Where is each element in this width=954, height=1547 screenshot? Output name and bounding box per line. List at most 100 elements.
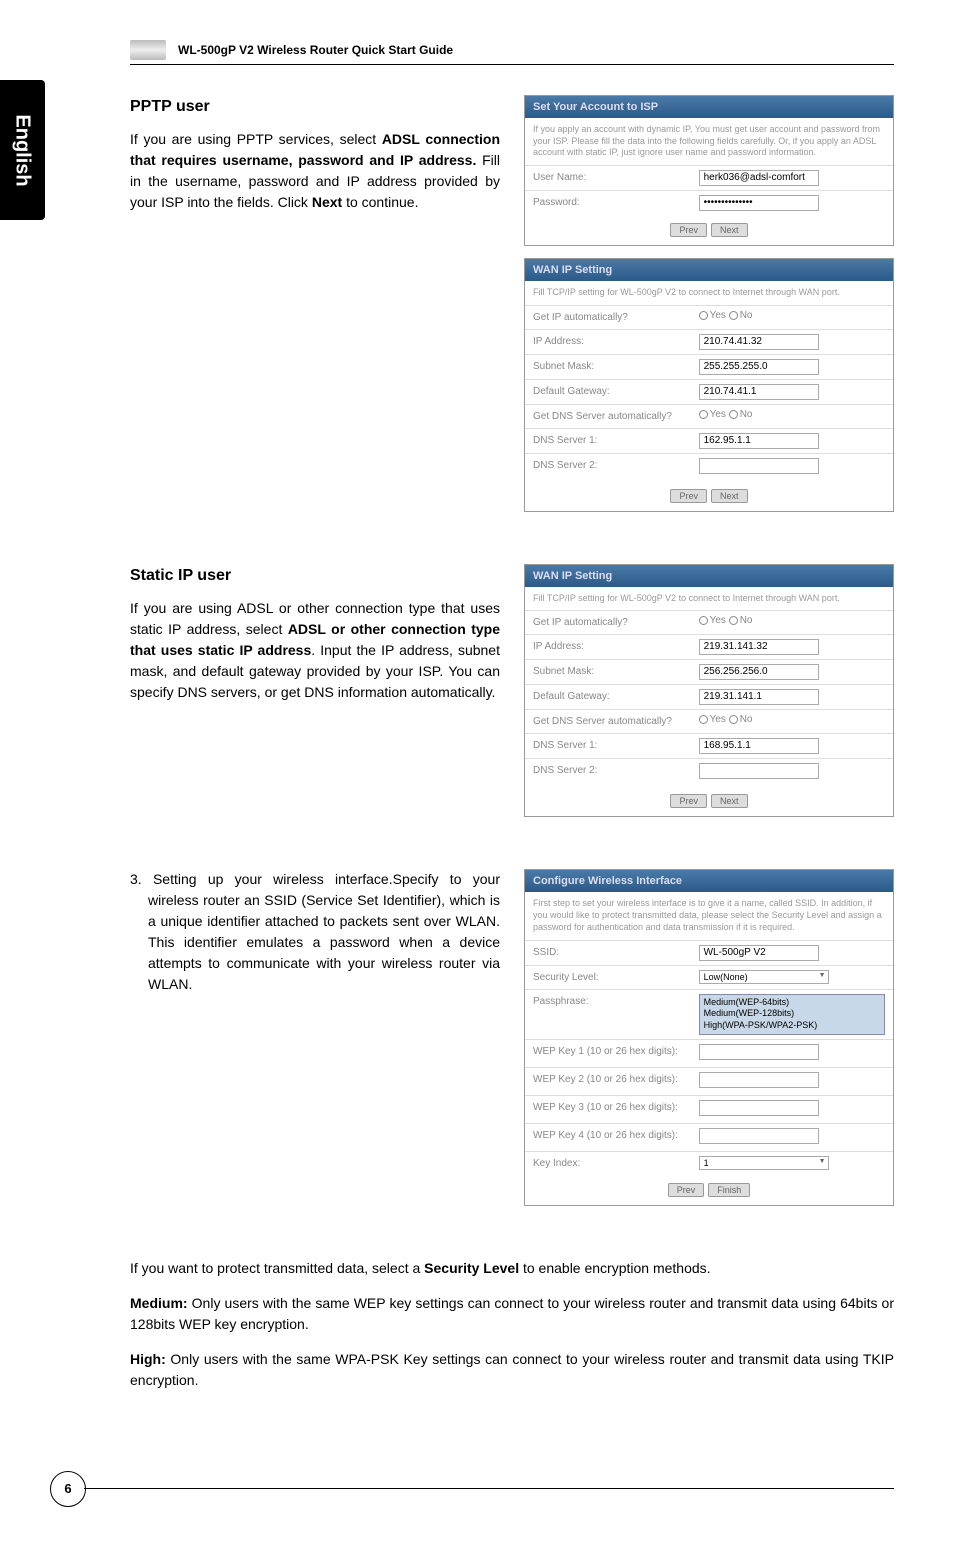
panel-row: DNS Server 2:	[525, 758, 893, 786]
account-panel: Set Your Account to ISP If you apply an …	[524, 95, 894, 246]
text-input[interactable]: ••••••••••••••	[699, 195, 819, 211]
row-label: Get DNS Server automatically?	[525, 405, 691, 428]
prev-button[interactable]: Prev	[670, 489, 707, 503]
radio-option[interactable]: Yes	[699, 714, 729, 725]
text-input[interactable]	[699, 1128, 819, 1144]
panel-row: WEP Key 4 (10 or 26 hex digits):	[525, 1123, 893, 1151]
wan1-panel-note: Fill TCP/IP setting for WL-500gP V2 to c…	[525, 281, 893, 305]
row-label: Default Gateway:	[525, 380, 691, 404]
static-heading: Static IP user	[130, 564, 500, 588]
row-value	[691, 454, 893, 481]
panel-row: WEP Key 3 (10 or 26 hex digits):	[525, 1095, 893, 1123]
text-input[interactable]	[699, 1044, 819, 1060]
language-label: English	[11, 114, 34, 186]
row-label: Security Level:	[525, 966, 691, 989]
select-input[interactable]: Low(None)	[699, 970, 829, 984]
radio-option[interactable]: No	[729, 310, 753, 321]
panel-row: Get IP automatically? Yes No	[525, 610, 893, 634]
row-label: Get IP automatically?	[525, 611, 691, 634]
wireless-panel: Configure Wireless Interface First step …	[524, 869, 894, 1205]
logo-icon	[130, 40, 166, 60]
text-input[interactable]: 256.256.256.0	[699, 664, 819, 680]
wan2-footer: Prev Next	[525, 786, 893, 816]
row-value: ••••••••••••••	[691, 191, 893, 215]
radio-option[interactable]: Yes	[699, 310, 729, 321]
wan1-rows: Get IP automatically?Yes No IP Address: 2…	[525, 305, 893, 481]
text-input[interactable]	[699, 458, 819, 474]
guide-title: WL-500gP V2 Wireless Router Quick Start …	[178, 43, 453, 57]
row-value: Low(None)	[691, 966, 893, 989]
prev-button[interactable]: Prev	[670, 223, 707, 237]
panel-row: WEP Key 2 (10 or 26 hex digits):	[525, 1067, 893, 1095]
text-input[interactable]: 219.31.141.1	[699, 689, 819, 705]
text-input[interactable]	[699, 1072, 819, 1088]
panel-row: Get IP automatically?Yes No	[525, 305, 893, 329]
row-label: Passphrase:	[525, 990, 691, 1039]
next-button[interactable]: Next	[711, 794, 748, 808]
row-value	[691, 1124, 893, 1151]
wan2-panel: WAN IP Setting Fill TCP/IP setting for W…	[524, 564, 894, 818]
select-input[interactable]: 1	[699, 1156, 829, 1170]
text-input[interactable]: 168.95.1.1	[699, 738, 819, 754]
row-label: Key Index:	[525, 1152, 691, 1175]
text-input[interactable]: 162.95.1.1	[699, 433, 819, 449]
text-input[interactable]: 255.255.255.0	[699, 359, 819, 375]
row-value: 168.95.1.1	[691, 734, 893, 758]
radio-option[interactable]: Yes	[699, 409, 729, 420]
wan1-panel: WAN IP Setting Fill TCP/IP setting for W…	[524, 258, 894, 512]
dropdown-options[interactable]: Medium(WEP-64bits) Medium(WEP-128bits) H…	[699, 994, 885, 1035]
row-label: User Name:	[525, 166, 691, 190]
row-value: 219.31.141.32	[691, 635, 893, 659]
pptp-heading: PPTP user	[130, 95, 500, 119]
radio-option[interactable]: No	[729, 714, 753, 725]
row-value: WL-500gP V2	[691, 941, 893, 965]
panel-row: Subnet Mask: 255.255.255.0	[525, 354, 893, 379]
pptp-body: If you are using PPTP services, select A…	[130, 129, 500, 213]
text-input[interactable]: 219.31.141.32	[699, 639, 819, 655]
row-value: Yes No	[691, 405, 893, 428]
radio-option[interactable]: No	[729, 615, 753, 626]
row-value: herk036@adsl-comfort	[691, 166, 893, 190]
finish-button[interactable]: Finish	[708, 1183, 750, 1197]
panel-row: Subnet Mask:256.256.256.0	[525, 659, 893, 684]
row-value: Medium(WEP-64bits) Medium(WEP-128bits) H…	[691, 990, 893, 1039]
text-input[interactable]	[699, 763, 819, 779]
step3-body: 3. Setting up your wireless interface.Sp…	[148, 869, 500, 995]
radio-option[interactable]: Yes	[699, 615, 729, 626]
row-value: 162.95.1.1	[691, 429, 893, 453]
prev-button[interactable]: Prev	[668, 1183, 705, 1197]
text-input[interactable]: herk036@adsl-comfort	[699, 170, 819, 186]
row-value: Yes No	[691, 710, 893, 733]
text-input[interactable]: 210.74.41.1	[699, 384, 819, 400]
row-value: 1	[691, 1152, 893, 1175]
panel-row: WEP Key 1 (10 or 26 hex digits):	[525, 1039, 893, 1067]
panel-row: DNS Server 1:162.95.1.1	[525, 428, 893, 453]
row-label: IP Address:	[525, 330, 691, 354]
panel-row: Get DNS Server automatically?Yes No	[525, 709, 893, 733]
radio-option[interactable]: No	[729, 409, 753, 420]
panel-row: Default Gateway: 210.74.41.1	[525, 379, 893, 404]
row-label: WEP Key 1 (10 or 26 hex digits):	[525, 1040, 691, 1067]
panel-row: IP Address: 219.31.141.32	[525, 634, 893, 659]
row-value	[691, 1096, 893, 1123]
account-rows: User Name:herk036@adsl-comfortPassword:•…	[525, 165, 893, 215]
panel-row: SSID:WL-500gP V2	[525, 940, 893, 965]
account-panel-title: Set Your Account to ISP	[525, 96, 893, 118]
row-label: Subnet Mask:	[525, 355, 691, 379]
row-label: DNS Server 2:	[525, 759, 691, 786]
row-label: WEP Key 2 (10 or 26 hex digits):	[525, 1068, 691, 1095]
row-label: WEP Key 4 (10 or 26 hex digits):	[525, 1124, 691, 1151]
row-value	[691, 1068, 893, 1095]
row-label: IP Address:	[525, 635, 691, 659]
text-input[interactable]: WL-500gP V2	[699, 945, 819, 961]
row-label: WEP Key 3 (10 or 26 hex digits):	[525, 1096, 691, 1123]
text-input[interactable]	[699, 1100, 819, 1116]
next-button[interactable]: Next	[711, 489, 748, 503]
panel-row: DNS Server 1:168.95.1.1	[525, 733, 893, 758]
static-section: Static IP user If you are using ADSL or …	[130, 564, 894, 830]
prev-button[interactable]: Prev	[670, 794, 707, 808]
panel-row: Passphrase:Medium(WEP-64bits) Medium(WEP…	[525, 989, 893, 1039]
next-button[interactable]: Next	[711, 223, 748, 237]
wan2-rows: Get IP automatically? Yes No IP Address: 2…	[525, 610, 893, 786]
text-input[interactable]: 210.74.41.32	[699, 334, 819, 350]
